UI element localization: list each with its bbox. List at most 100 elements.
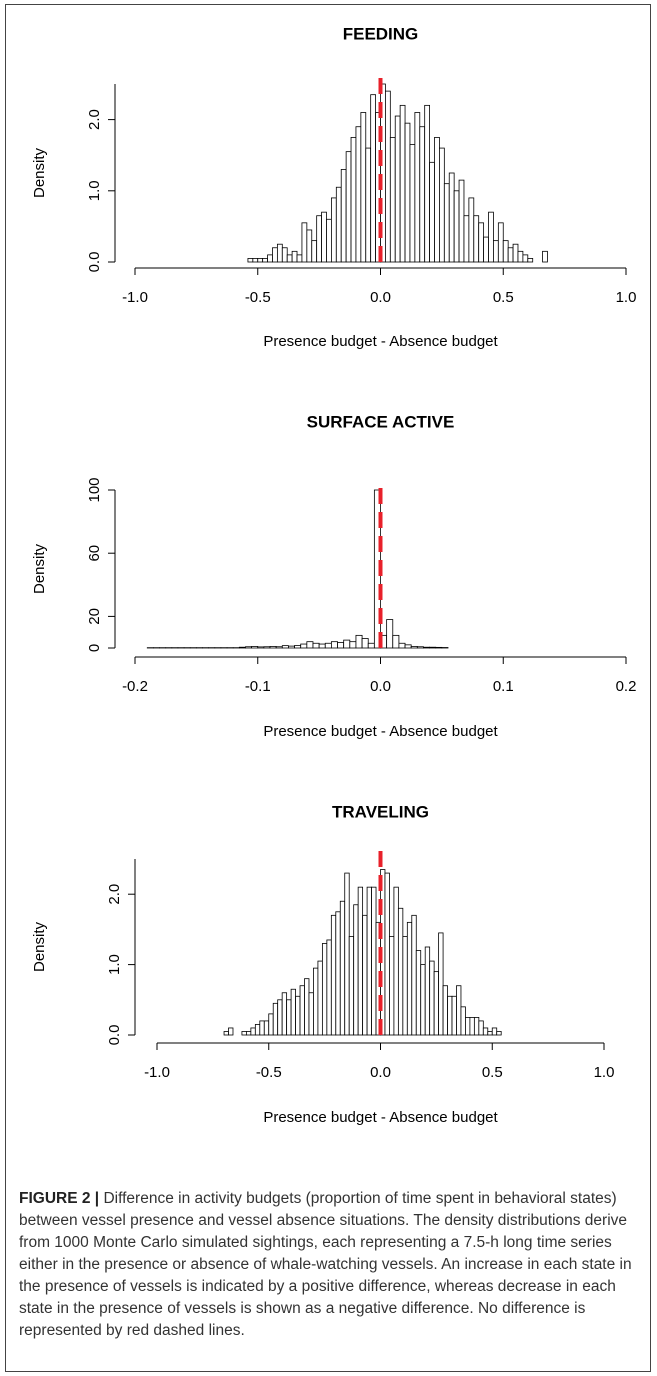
bar — [286, 254, 293, 263]
bar — [424, 104, 431, 263]
chart-title: SURFACE ACTIVE — [307, 412, 455, 431]
y-axis-label: Density — [31, 147, 48, 198]
bar — [420, 964, 426, 1036]
y-tick-label: 1.0 — [86, 180, 103, 201]
y-tick-label: 100 — [86, 477, 103, 502]
bar — [362, 914, 368, 1036]
bar — [357, 886, 364, 1036]
bar — [404, 644, 412, 649]
bar — [299, 985, 305, 1036]
bar — [473, 1017, 480, 1036]
x-tick-label: -0.1 — [245, 678, 271, 695]
bar — [451, 995, 457, 1036]
bar — [335, 186, 342, 263]
bar — [439, 147, 445, 263]
bar — [267, 254, 273, 263]
bar — [487, 1031, 493, 1036]
bar — [384, 872, 390, 1036]
bar — [488, 211, 494, 263]
bar — [337, 642, 345, 649]
bar — [367, 642, 375, 649]
bar — [295, 995, 301, 1036]
bar — [542, 250, 548, 263]
x-tick-label: -1.0 — [122, 289, 148, 306]
y-tick-label: 20 — [86, 608, 103, 625]
bar — [483, 236, 489, 263]
y-tick-label: 60 — [86, 545, 103, 562]
bar — [429, 161, 435, 263]
bar — [361, 638, 369, 649]
bar — [277, 999, 283, 1036]
bar — [366, 886, 372, 1036]
bar — [288, 645, 295, 649]
bar — [330, 914, 337, 1036]
bar — [517, 250, 524, 263]
bar — [245, 646, 253, 649]
bar — [312, 642, 320, 649]
bar — [263, 1020, 270, 1036]
bar — [318, 643, 326, 649]
bar — [344, 872, 350, 1036]
x-tick-label: 0.0 — [370, 678, 391, 695]
bar — [257, 646, 265, 649]
y-tick-label: 2.0 — [86, 109, 103, 130]
bar — [276, 243, 283, 263]
bar — [473, 215, 480, 263]
bar — [254, 1024, 261, 1036]
bar — [286, 999, 292, 1036]
bar — [313, 967, 319, 1036]
bar — [399, 104, 406, 263]
bar — [316, 215, 322, 263]
bar — [245, 1031, 252, 1036]
bar — [456, 985, 462, 1036]
x-tick-label: 0.2 — [616, 678, 637, 695]
bar — [252, 258, 259, 263]
x-tick-label: 0.0 — [370, 1064, 391, 1081]
y-tick-label: 0 — [86, 644, 103, 652]
bar — [281, 247, 288, 263]
x-tick-label: 0.0 — [370, 289, 391, 306]
x-tick-label: -0.5 — [256, 1064, 282, 1081]
bar — [365, 147, 372, 263]
bar — [424, 946, 431, 1036]
y-axis-label: Density — [31, 543, 48, 594]
bar — [429, 960, 435, 1036]
bar — [371, 886, 377, 1036]
bar — [392, 634, 400, 649]
bar — [308, 992, 314, 1036]
bar — [321, 211, 327, 263]
bar — [259, 1020, 265, 1036]
y-tick-label: 0.0 — [86, 252, 103, 273]
bar — [458, 179, 465, 263]
bar — [386, 619, 394, 649]
frame — [5, 4, 651, 1372]
bar — [497, 222, 504, 263]
bar — [330, 197, 337, 263]
bar — [343, 639, 351, 649]
bar — [350, 136, 357, 263]
bar — [435, 646, 443, 649]
bar — [241, 1031, 247, 1036]
bar — [478, 222, 485, 263]
bar — [429, 646, 437, 649]
bar — [394, 115, 401, 263]
bar — [306, 641, 314, 649]
bar — [353, 904, 359, 1036]
bar — [493, 240, 499, 263]
bar — [317, 960, 323, 1036]
bar — [321, 943, 328, 1036]
chart-title: TRAVELING — [332, 802, 429, 821]
bar — [410, 646, 418, 649]
bar — [291, 250, 298, 263]
bar — [468, 197, 475, 263]
bar — [502, 240, 509, 263]
bar — [404, 122, 411, 263]
y-tick-label: 0.0 — [106, 1025, 123, 1046]
bar — [478, 1020, 484, 1036]
bar — [228, 1027, 234, 1036]
bar — [345, 151, 352, 263]
bar — [448, 172, 455, 263]
bar — [355, 126, 362, 263]
bar — [300, 643, 308, 649]
